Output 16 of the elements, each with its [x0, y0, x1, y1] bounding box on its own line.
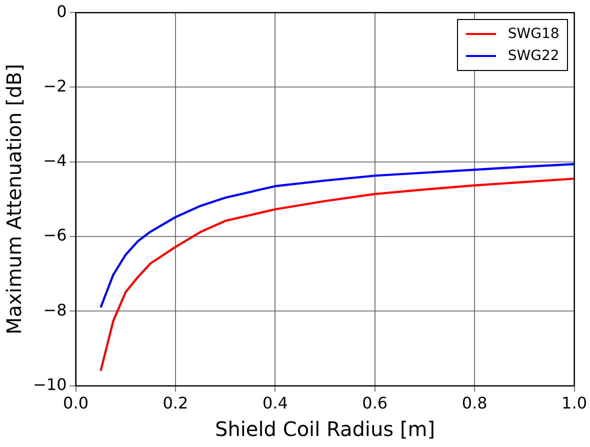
x-tick-label: 0.8 — [462, 394, 488, 413]
x-tick-label: 0.6 — [362, 394, 388, 413]
y-tick-label: 0 — [56, 2, 67, 21]
x-axis-title: Shield Coil Radius [m] — [215, 417, 436, 442]
y-tick-label: −10 — [33, 374, 67, 394]
y-axis-title: Maximum Attenuation [dB] — [2, 64, 26, 334]
x-tick-label: 1.0 — [562, 394, 588, 413]
y-tick-label: −4 — [43, 151, 67, 170]
x-tick-label: 0.4 — [262, 394, 288, 413]
y-tick-label: −2 — [43, 76, 67, 96]
y-tick-label: −8 — [43, 300, 67, 320]
legend-label: SWG18 — [508, 26, 560, 42]
x-tick-label: 0.0 — [63, 394, 88, 413]
x-tick-label: 0.2 — [162, 394, 188, 413]
legend-label: SWG22 — [508, 48, 560, 64]
y-tick-label: −6 — [43, 226, 67, 245]
